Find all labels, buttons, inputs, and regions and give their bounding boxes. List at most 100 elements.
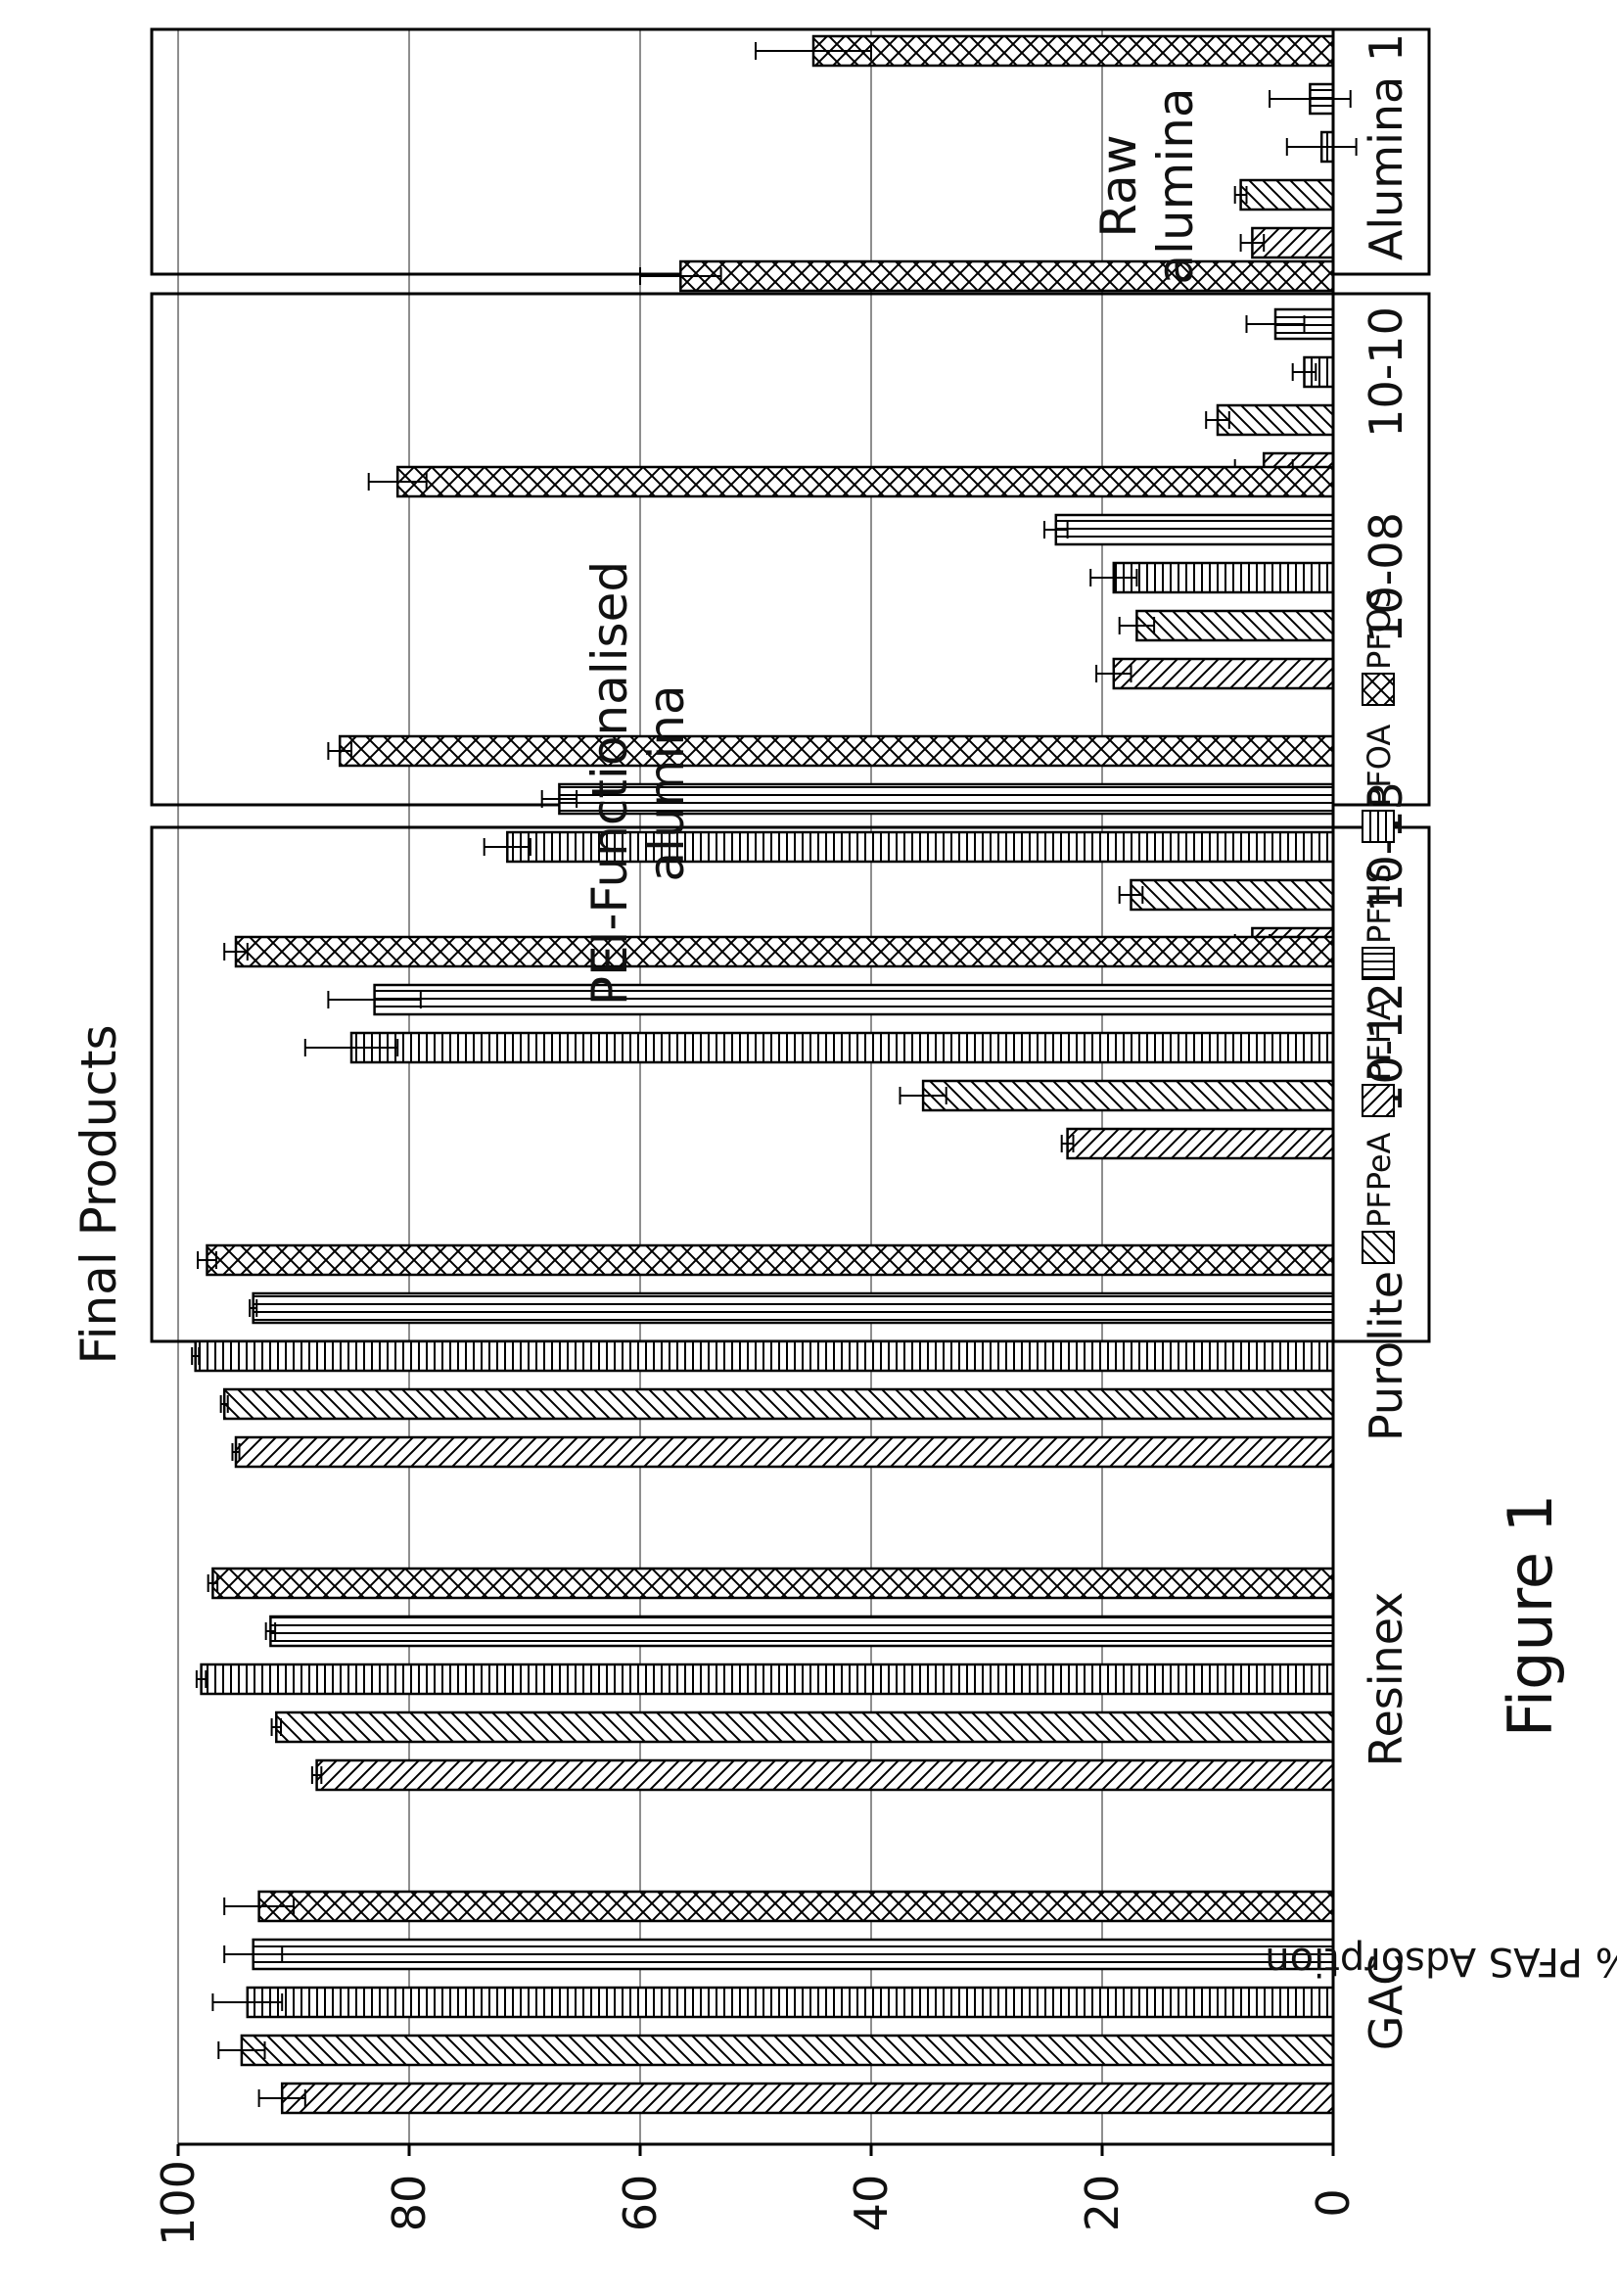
legend-swatch-pfpea — [1362, 1231, 1395, 1264]
error-bar-pfhs-10-10 — [1291, 363, 1317, 381]
error-bar-pfoa-gac — [223, 1945, 284, 1963]
error-bar-pfha-purolite — [219, 1395, 229, 1413]
bar-pfoa-10-08 — [1054, 513, 1335, 546]
error-bar-pfhs-resinex — [195, 1670, 208, 1688]
axes: 020406080100GACResinexPurolite10-1210-13… — [152, 29, 1412, 2246]
error-bar-pfoa-10-13 — [540, 790, 578, 808]
error-bar-pfpea-10-08 — [1095, 665, 1132, 682]
bar-pfpea-resinex — [315, 1758, 1335, 1792]
group-title-raw-line-2: alumina — [1147, 87, 1204, 284]
bars — [191, 34, 1358, 2115]
bar-pfha-10-08 — [1135, 609, 1335, 642]
group-title-raw-line-1: Raw — [1090, 134, 1147, 237]
error-bar-pfos-10-10 — [639, 267, 722, 285]
error-bar-pfpea-resinex — [310, 1766, 323, 1784]
legend-label-pfhs: PFHS — [1361, 864, 1398, 944]
legend-label-pfha: PFHA — [1361, 999, 1398, 1081]
error-bar-pfos-10-12 — [223, 943, 249, 961]
group-title-final-products: Final Products — [70, 1024, 127, 1364]
tick-label-40: 40 — [845, 2175, 898, 2232]
bar-pfhs-10-13 — [506, 830, 1335, 864]
bar-pfos-10-08 — [395, 465, 1335, 498]
bar-pfpea-10-08 — [1112, 657, 1335, 690]
bar-pfoa-gac — [252, 1938, 1335, 1971]
bar-pfos-10-13 — [338, 734, 1335, 768]
bar-pfpea-gac — [280, 2082, 1335, 2115]
tick-label-0: 0 — [1307, 2188, 1360, 2217]
bar-pfha-alumina-1 — [1239, 178, 1335, 211]
error-bar-pfhs-purolite — [191, 1347, 201, 1365]
legend-label-pfos: PFOS — [1361, 588, 1398, 670]
tick-label-60: 60 — [614, 2175, 667, 2232]
error-bar-pfha-alumina-1 — [1233, 186, 1248, 204]
bar-pfha-resinex — [275, 1710, 1335, 1744]
error-bar-pfha-10-12 — [899, 1087, 947, 1104]
bar-pfhs-purolite — [194, 1339, 1335, 1373]
group-title-pei-line-2: alumina — [638, 684, 695, 881]
bar-pfos-purolite — [206, 1243, 1335, 1277]
error-bar-pfos-gac — [223, 1898, 295, 1915]
legend-swatch-pfoa — [1362, 810, 1395, 843]
error-bar-pfha-10-08 — [1118, 617, 1156, 634]
tick-label-100: 100 — [152, 2160, 205, 2246]
error-bar-pfoa-purolite — [249, 1299, 258, 1317]
error-bar-pfpea-10-12 — [1060, 1135, 1075, 1152]
legend-swatch-pfos — [1362, 673, 1395, 706]
bar-pfoa-purolite — [252, 1291, 1335, 1325]
category-label-purolite: Purolite — [1360, 1271, 1412, 1441]
figure-caption: Figure 1 — [1495, 1494, 1566, 1737]
value-axis-title: % PFAS Adsorption — [1265, 1939, 1617, 1984]
legend-swatch-pfha — [1362, 1084, 1395, 1117]
legend-label-pfpea: PFPeA — [1361, 1132, 1398, 1228]
bar-pfos-10-10 — [679, 259, 1335, 293]
error-bar-pfha-10-13 — [1118, 886, 1144, 904]
tick-label-20: 20 — [1076, 2175, 1129, 2232]
error-bar-pfoa-10-10 — [1245, 315, 1306, 333]
bar-pfha-gac — [240, 2034, 1335, 2067]
tick-label-80: 80 — [383, 2175, 436, 2232]
legend: PFPeA PFHA PFHS PFOA PFOS — [1361, 588, 1398, 1264]
bar-pfha-purolite — [222, 1387, 1335, 1421]
gridlines — [177, 29, 1103, 2144]
bar-pfhs-resinex — [200, 1663, 1335, 1696]
legend-label-pfoa: PFOA — [1361, 725, 1398, 807]
bar-pfha-10-10 — [1216, 403, 1335, 437]
bar-pfos-alumina-1 — [811, 34, 1335, 68]
error-bar-pfoa-10-12 — [327, 991, 422, 1008]
error-bar-pfos-resinex — [207, 1574, 219, 1592]
error-bar-pfhs-10-13 — [483, 838, 531, 856]
bar-pfhs-10-12 — [349, 1031, 1335, 1064]
category-label-10-08: 10-08 — [1360, 512, 1412, 643]
error-bar-pfpea-purolite — [231, 1443, 241, 1461]
bar-pfpea-10-12 — [1066, 1127, 1335, 1160]
bar-pfoa-10-12 — [373, 983, 1335, 1016]
category-label-resinex: Resinex — [1360, 1592, 1412, 1767]
error-bar-pfha-10-10 — [1205, 411, 1230, 429]
legend-swatch-pfhs — [1362, 947, 1395, 980]
error-bar-pfhs-gac — [211, 1993, 284, 2011]
error-bar-pfha-resinex — [270, 1718, 283, 1736]
bar-pfos-gac — [257, 1890, 1335, 1923]
error-bar-pfos-alumina-1 — [755, 42, 872, 60]
bar-pfpea-purolite — [234, 1435, 1335, 1469]
category-label-alumina-1: Alumina 1 — [1360, 33, 1412, 260]
bar-pfos-10-12 — [234, 935, 1335, 968]
bar-pfhs-10-08 — [1112, 561, 1335, 594]
error-bar-pfos-10-08 — [367, 473, 428, 491]
category-label-10-13: 10-13 — [1360, 781, 1412, 913]
bar-pfha-10-12 — [921, 1079, 1335, 1112]
bar-pfhs-gac — [246, 1986, 1335, 2019]
error-bar-pfoa-10-08 — [1043, 521, 1069, 539]
error-bar-pfoa-alumina-1 — [1269, 90, 1352, 108]
error-bar-pfos-10-13 — [327, 742, 352, 760]
error-bar-pfhs-10-08 — [1089, 569, 1138, 586]
category-label-10-10: 10-10 — [1360, 306, 1412, 438]
bar-pfoa-resinex — [269, 1615, 1335, 1648]
bar-pfos-resinex — [211, 1567, 1335, 1600]
group-frame-1 — [150, 292, 1431, 807]
error-bar-pfpea-gac — [257, 2089, 306, 2107]
error-bar-pfhs-alumina-1 — [1285, 138, 1358, 156]
error-bar-pfpea-alumina-1 — [1239, 234, 1266, 252]
error-bar-pfoa-resinex — [264, 1622, 277, 1640]
